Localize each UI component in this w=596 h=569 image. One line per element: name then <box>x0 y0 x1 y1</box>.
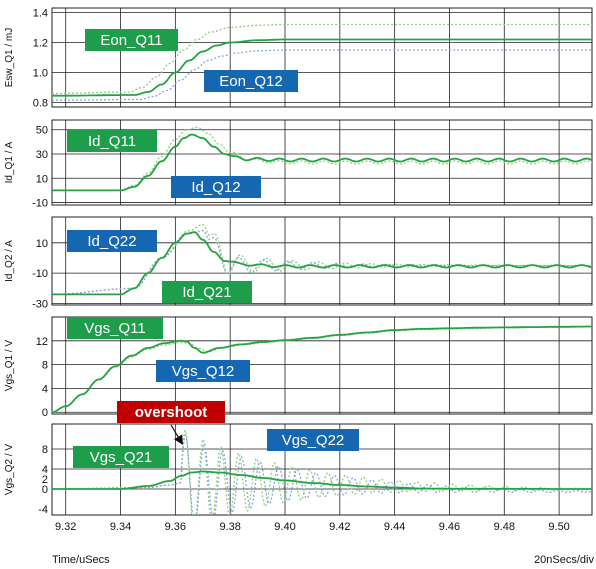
y-tick-label: 10 <box>36 173 48 185</box>
panel-1: 0.8 1.0 1.2 1.4 Esw_Q1 / mJ <box>4 8 592 110</box>
x-tick-label: 9.42 <box>329 521 350 533</box>
x-tick-label: 9.50 <box>548 521 569 533</box>
series-label-vgs-q21: Vgs_Q21 <box>73 446 169 468</box>
y-tick-label: 10 <box>36 238 48 250</box>
series-label-text: Id_Q12 <box>191 179 240 196</box>
series-label-vgs-q11: Vgs_Q11 <box>67 317 163 339</box>
y-tick-label: 30 <box>36 149 48 161</box>
panel-frame <box>52 8 592 107</box>
series-label-vgs-q12: Vgs_Q12 <box>156 360 250 382</box>
y-tick-label: 50 <box>36 125 48 137</box>
series-label-text: Vgs_Q21 <box>90 449 153 466</box>
y-tick-label: 1.4 <box>33 8 48 20</box>
x-tick-label: 9.46 <box>439 521 460 533</box>
x-tick-label: 9.38 <box>219 521 240 533</box>
x-tick-label: 9.34 <box>110 521 131 533</box>
x-tick-label: 9.40 <box>274 521 295 533</box>
series-label-eon-q12: Eon_Q12 <box>204 70 298 92</box>
x-axis-label: Time/uSecs <box>52 554 110 566</box>
series-label-id-q21: Id_Q21 <box>162 281 252 303</box>
x-division-label: 20nSecs/div <box>534 554 594 566</box>
x-tick-label: 9.32 <box>55 521 76 533</box>
y-tick-label: 4 <box>42 383 48 395</box>
x-tick-label: 9.44 <box>384 521 405 533</box>
series-label-text: Vgs_Q22 <box>282 432 345 449</box>
y-tick-label: -30 <box>32 298 48 310</box>
y-tick-label: 2 <box>42 474 48 486</box>
series-label-text: Eon_Q11 <box>100 32 162 49</box>
x-tick-label: 9.48 <box>494 521 515 533</box>
series-label-eon-q11: Eon_Q11 <box>85 29 178 51</box>
y-tick-label: -10 <box>32 268 48 280</box>
y-tick-label: 8 <box>42 444 48 456</box>
series-label-id-q22: Id_Q22 <box>67 230 157 252</box>
y-axis-label: Id_Q1 / A <box>4 141 15 183</box>
series-label-text: Vgs_Q12 <box>172 363 235 380</box>
series-label-vgs-q22: Vgs_Q22 <box>267 429 359 451</box>
y-tick-label: 0 <box>42 407 48 419</box>
y-tick-label: 1.2 <box>33 38 48 50</box>
series-label-id-q12: Id_Q12 <box>171 176 261 198</box>
series-label-id-q11: Id_Q11 <box>67 130 157 152</box>
y-axis-label: Vgs_Q2 / V <box>4 444 15 495</box>
y-tick-label: 1.0 <box>33 68 48 80</box>
y-axis-label: Id_Q2 / A <box>4 240 15 282</box>
y-axis-label: Esw_Q1 / mJ <box>4 28 15 87</box>
y-axis-label: Vgs_Q1 / V <box>4 340 15 391</box>
series-label-text: Id_Q22 <box>87 233 136 250</box>
series-label-text: Id_Q11 <box>88 133 136 150</box>
series-label-text: overshoot <box>135 404 208 421</box>
y-tick-label: 8 <box>42 360 48 372</box>
x-tick-label: 9.36 <box>165 521 186 533</box>
y-tick-label: 12 <box>36 336 48 348</box>
y-tick-label: -4 <box>38 504 48 516</box>
series-label-text: Id_Q21 <box>182 284 231 301</box>
y-tick-label: -10 <box>32 198 48 210</box>
series-label-text: Eon_Q12 <box>219 73 282 90</box>
y-tick-label: 0.8 <box>33 98 48 110</box>
series-label-text: Vgs_Q11 <box>84 320 145 337</box>
